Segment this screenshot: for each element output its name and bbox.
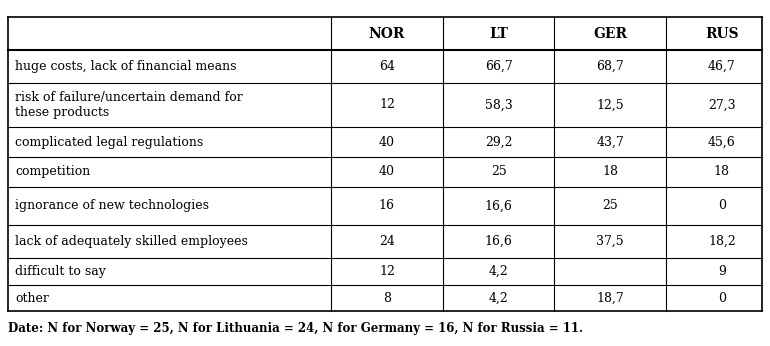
Text: 29,2: 29,2 <box>485 136 512 148</box>
Text: lack of adequately skilled employees: lack of adequately skilled employees <box>15 235 248 248</box>
Text: risk of failure/uncertain demand for
these products: risk of failure/uncertain demand for the… <box>15 91 243 119</box>
Text: 45,6: 45,6 <box>708 136 736 148</box>
Text: 24: 24 <box>379 235 395 248</box>
Text: 12: 12 <box>379 265 395 278</box>
Text: 25: 25 <box>490 165 507 178</box>
Text: 4,2: 4,2 <box>489 265 508 278</box>
Text: 0: 0 <box>718 199 726 212</box>
Text: ignorance of new technologies: ignorance of new technologies <box>15 199 209 212</box>
Text: 4,2: 4,2 <box>489 292 508 304</box>
Text: 18: 18 <box>602 165 618 178</box>
Text: 16,6: 16,6 <box>484 235 513 248</box>
Text: NOR: NOR <box>369 27 405 40</box>
Text: 37,5: 37,5 <box>597 235 624 248</box>
Text: 40: 40 <box>379 136 395 148</box>
Text: other: other <box>15 292 49 304</box>
Text: 16,6: 16,6 <box>484 199 513 212</box>
Text: 9: 9 <box>718 265 726 278</box>
Text: 66,7: 66,7 <box>484 60 513 73</box>
Text: 18,7: 18,7 <box>596 292 624 304</box>
Text: LT: LT <box>489 27 508 40</box>
Text: 46,7: 46,7 <box>708 60 736 73</box>
Text: 64: 64 <box>379 60 395 73</box>
Text: 18: 18 <box>714 165 730 178</box>
Text: GER: GER <box>593 27 628 40</box>
Text: RUS: RUS <box>705 27 738 40</box>
Text: 16: 16 <box>379 199 395 212</box>
Text: 68,7: 68,7 <box>596 60 624 73</box>
Text: difficult to say: difficult to say <box>15 265 106 278</box>
Text: 0: 0 <box>718 292 726 304</box>
Text: 25: 25 <box>602 199 618 212</box>
Text: competition: competition <box>15 165 91 178</box>
Text: complicated legal regulations: complicated legal regulations <box>15 136 203 148</box>
Text: 12: 12 <box>379 98 395 111</box>
Text: 40: 40 <box>379 165 395 178</box>
Text: 43,7: 43,7 <box>596 136 624 148</box>
Text: 27,3: 27,3 <box>708 98 735 111</box>
Text: Date: N for Norway = 25, N for Lithuania = 24, N for Germany = 16, N for Russia : Date: N for Norway = 25, N for Lithuania… <box>8 322 583 335</box>
Text: 18,2: 18,2 <box>708 235 736 248</box>
Text: 58,3: 58,3 <box>484 98 513 111</box>
Text: huge costs, lack of financial means: huge costs, lack of financial means <box>15 60 237 73</box>
Text: 8: 8 <box>383 292 391 304</box>
Text: 12,5: 12,5 <box>597 98 624 111</box>
